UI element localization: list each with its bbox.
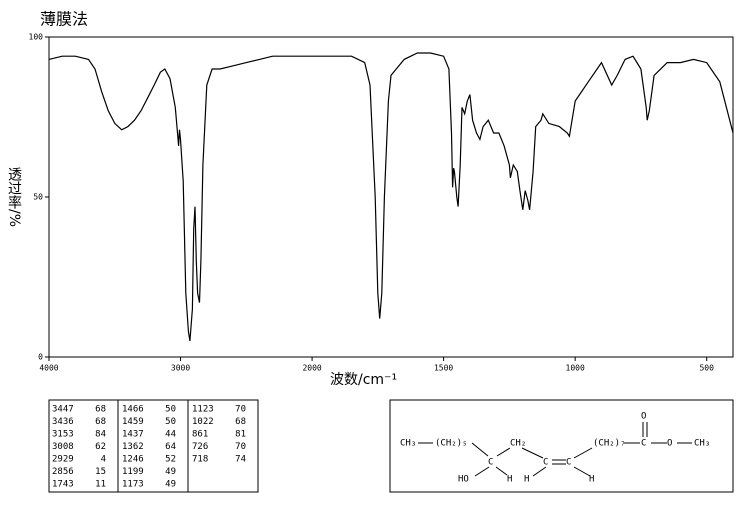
x-tick-label: 2000: [302, 364, 321, 373]
y-tick-label: 100: [29, 33, 44, 42]
structure-atom: CH₃: [694, 439, 710, 449]
peak-transmittance: 11: [95, 480, 106, 490]
peak-table-frame: [48, 399, 259, 493]
peak-wavenumber: 2856: [52, 467, 74, 477]
peak-transmittance: 81: [235, 430, 246, 440]
peak-wavenumber: 3436: [52, 417, 74, 427]
peak-transmittance: 15: [95, 467, 106, 477]
peak-wavenumber: 3447: [52, 405, 74, 415]
structure-atom: H: [524, 475, 529, 485]
peak-transmittance: 4: [101, 455, 106, 465]
peak-wavenumber: 1173: [122, 480, 144, 490]
structure-atom: C: [566, 458, 571, 468]
peak-wavenumber: 3153: [52, 430, 74, 440]
peak-transmittance: 70: [235, 442, 246, 452]
structure-atom: HO: [458, 475, 469, 485]
peak-wavenumber: 726: [192, 442, 208, 452]
plot-frame: [48, 36, 734, 358]
structure-atom: H: [507, 475, 512, 485]
peak-wavenumber: 1199: [122, 467, 144, 477]
x-tick-label: 1500: [434, 364, 453, 373]
peak-wavenumber: 2929: [52, 455, 74, 465]
peak-wavenumber: 1459: [122, 417, 144, 427]
peak-wavenumber: 861: [192, 430, 208, 440]
peak-transmittance: 70: [235, 405, 246, 415]
peak-transmittance: 49: [165, 467, 176, 477]
peak-wavenumber: 1743: [52, 480, 74, 490]
structure-atom: CH₃: [400, 439, 416, 449]
peak-wavenumber: 1466: [122, 405, 144, 415]
structure-atom: C: [641, 439, 646, 449]
structure-atom: CH₂: [510, 439, 526, 449]
x-tick-label: 3000: [171, 364, 190, 373]
peak-transmittance: 62: [95, 442, 106, 452]
structure-atom: O: [667, 439, 672, 449]
structure-atom: (CH₂)₅: [435, 439, 468, 449]
x-tick-label: 4000: [39, 364, 58, 373]
peak-transmittance: 50: [165, 417, 176, 427]
structure-atom: (CH₂)₇: [593, 439, 626, 449]
peak-wavenumber: 718: [192, 455, 208, 465]
peak-transmittance: 68: [95, 417, 106, 427]
structure-atom: H: [589, 475, 594, 485]
structure-frame: [389, 399, 734, 493]
x-axis-label: 波数/cm⁻¹: [330, 372, 397, 388]
chart-title: 薄膜法: [40, 10, 88, 29]
peak-transmittance: 68: [235, 417, 246, 427]
structure-bonds: [418, 422, 692, 477]
peak-transmittance: 44: [165, 430, 176, 440]
peak-wavenumber: 1246: [122, 455, 144, 465]
peak-transmittance: 84: [95, 430, 106, 440]
peak-transmittance: 68: [95, 405, 106, 415]
peak-transmittance: 52: [165, 455, 176, 465]
peak-transmittance: 50: [165, 405, 176, 415]
structure-atom: O: [641, 412, 646, 422]
peak-wavenumber: 1123: [192, 405, 214, 415]
peak-transmittance: 64: [165, 442, 176, 452]
peak-wavenumber: 3008: [52, 442, 74, 452]
peak-transmittance: 49: [165, 480, 176, 490]
y-axis-label: 透过率/%: [6, 167, 22, 227]
x-tick-label: 1000: [566, 364, 585, 373]
structure-atom: C: [543, 458, 548, 468]
x-tick-label: 500: [699, 364, 714, 373]
spectrum-line: [48, 52, 734, 342]
peak-wavenumber: 1022: [192, 417, 214, 427]
y-tick-label: 0: [38, 353, 43, 362]
peak-wavenumber: 1362: [122, 442, 144, 452]
structure-atom: C: [488, 458, 493, 468]
peak-wavenumber: 1437: [122, 430, 144, 440]
peak-transmittance: 74: [235, 455, 246, 465]
y-tick-label: 50: [33, 193, 43, 202]
